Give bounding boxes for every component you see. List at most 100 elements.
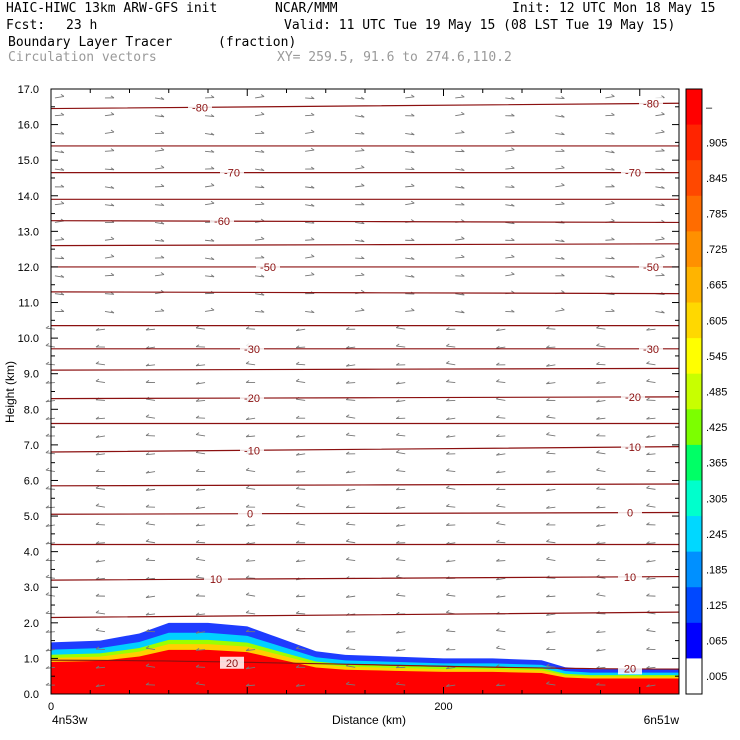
wind-vector [345, 432, 356, 437]
tracer-shading-core [51, 649, 679, 694]
wind-vector [395, 630, 406, 634]
wind-vector [345, 595, 356, 598]
wind-vector [345, 505, 356, 509]
colorbar: – .905 .845 .785 .725 .665 .605 .545 .485 .425 .36… [685, 88, 727, 695]
wind-vector [104, 310, 115, 314]
wind-vector [95, 646, 105, 650]
y-tick-label: 1.0 [24, 653, 39, 665]
wind-vector [154, 308, 165, 312]
wind-vector [104, 254, 115, 259]
wind-vector [195, 381, 206, 385]
wind-vector [245, 648, 256, 652]
wind-vector [605, 237, 615, 241]
y-tick-label: 11.0 [18, 298, 39, 310]
wind-vector [546, 414, 556, 419]
colorbar-label: .065 [706, 636, 727, 648]
temperature-contour [50, 367, 680, 371]
wind-vector [195, 344, 206, 348]
wind-vector [395, 416, 406, 420]
wind-vector [195, 415, 206, 419]
wind-vector [555, 307, 565, 312]
y-tick-label: 16.0 [18, 120, 39, 132]
wind-vector [104, 272, 115, 277]
x-tick-label: 200 [434, 701, 452, 713]
temperature-contour [50, 102, 680, 110]
colorbar-swatch [686, 658, 702, 695]
colorbar-label: .245 [706, 529, 727, 541]
wind-vector [54, 94, 65, 99]
wind-vector [305, 96, 315, 100]
wind-vector [345, 629, 356, 633]
wind-vector [145, 380, 156, 384]
wind-vector [555, 148, 565, 152]
wind-vector [145, 452, 156, 456]
colorbar-swatch [686, 444, 702, 481]
wind-vector [596, 648, 606, 652]
wind-vector [596, 416, 606, 420]
wind-vector [596, 450, 606, 455]
wind-vector [496, 645, 506, 650]
wind-vector [295, 328, 306, 332]
wind-vector [596, 399, 606, 403]
wind-vector [496, 362, 506, 366]
wind-vector [204, 183, 215, 188]
colorbar-label: .185 [706, 564, 727, 576]
wind-vector [395, 665, 406, 669]
temperature-contours: -80 -80 -70 -70 -60 -50 -50 -30 -30 -20 -20 -10 -10 0… [50, 97, 680, 675]
wind-vector [405, 113, 415, 117]
colorbar-swatch [686, 89, 702, 126]
wind-vector [546, 432, 556, 437]
wind-vector [355, 272, 365, 277]
wind-vector [496, 503, 506, 508]
wind-vector [295, 521, 306, 526]
wind-vector [45, 399, 55, 403]
colorbar-label: .665 [706, 280, 727, 292]
wind-vector [104, 185, 115, 189]
wind-vector [646, 522, 656, 526]
y-tick-label: 3.0 [24, 582, 39, 594]
wind-vector [295, 594, 306, 598]
contour-label: -30 [244, 344, 260, 356]
wind-vector [655, 185, 665, 189]
xy-coordinates: XY= 259.5, 91.6 to 274.6,110.2 [277, 50, 512, 65]
wind-vector [54, 184, 65, 188]
wind-vector [555, 273, 565, 277]
wind-vector [596, 524, 606, 527]
wind-vector [555, 165, 565, 170]
wind-vector [546, 326, 556, 330]
contour-label: -80 [643, 98, 659, 110]
header-fcst-label: Fcst: [6, 18, 46, 33]
wind-vector [505, 113, 515, 117]
wind-vector [605, 167, 615, 171]
wind-vector [345, 451, 356, 455]
wind-vector [605, 308, 615, 312]
wind-vector [505, 184, 515, 188]
wind-vector [655, 273, 665, 277]
wind-vector [195, 398, 206, 402]
wind-vector [155, 255, 165, 259]
wind-vector [54, 274, 65, 278]
wind-vector [295, 486, 306, 490]
wind-vector [255, 168, 265, 172]
wind-vector [255, 292, 265, 296]
wind-vector [646, 361, 656, 366]
wind-vector [405, 183, 415, 188]
wind-vector [446, 398, 456, 402]
wind-vector [405, 238, 415, 241]
wind-vector [646, 397, 656, 401]
circulation-vectors [45, 94, 665, 688]
contour-label: 20 [624, 663, 636, 675]
contour-label: -50 [643, 262, 659, 274]
wind-vector [104, 129, 115, 134]
wind-vector [305, 147, 315, 152]
overlay-title: Circulation vectors [8, 50, 157, 65]
wind-vector [546, 381, 556, 385]
wind-vector [655, 236, 665, 241]
wind-vector [145, 470, 156, 474]
wind-vector [646, 468, 656, 473]
y-tick-label: 13.0 [18, 226, 39, 238]
wind-vector [505, 130, 515, 134]
wind-vector [496, 539, 506, 544]
wind-vector [395, 592, 406, 597]
wind-vector [255, 255, 265, 259]
